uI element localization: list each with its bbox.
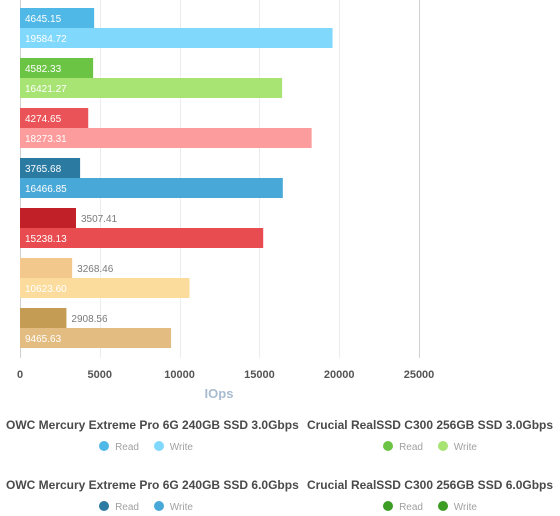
legend-item-write[interactable]: Write <box>437 501 477 513</box>
read-bar-label: 3507.41 <box>81 214 118 225</box>
read-bar-label: 2908.56 <box>71 314 108 325</box>
bars: 4645.15 19584.72 4582.33 16421.27 4274.65 182… <box>20 8 333 348</box>
legend-title: Crucial RealSSD C300 256GB SSD 3.0Gbps <box>306 418 554 432</box>
legend-group-owc-3gbps: OWC Mercury Extreme Pro 6G 240GB SSD 3.0… <box>6 418 299 453</box>
write-bar[interactable] <box>20 178 283 198</box>
write-bar[interactable] <box>20 78 283 98</box>
write-bar-label: 18273.31 <box>25 134 67 145</box>
x-tick-label: 20000 <box>324 369 355 381</box>
read-bar[interactable] <box>20 58 94 78</box>
read-bar[interactable] <box>20 8 95 28</box>
x-axis-label: IOps <box>205 386 234 400</box>
write-bar[interactable] <box>20 328 172 348</box>
legend-dot-icon <box>153 501 164 511</box>
x-tick-label: 5000 <box>88 369 112 381</box>
x-tick-label: 0 <box>17 369 23 381</box>
legend-item-write[interactable]: Write <box>153 441 193 453</box>
legend-group-crucial-6gbps: Crucial RealSSD C300 256GB SSD 6.0Gbps R… <box>290 478 560 513</box>
x-tick-label: 25000 <box>404 369 435 381</box>
legend-group-crucial-3gbps: Crucial RealSSD C300 256GB SSD 3.0Gbps R… <box>290 418 560 453</box>
read-bar[interactable] <box>20 258 73 278</box>
read-bar[interactable] <box>20 158 81 178</box>
read-bar-label: 4582.33 <box>25 64 62 75</box>
write-bar[interactable] <box>20 28 333 48</box>
legend-group-owc-6gbps: OWC Mercury Extreme Pro 6G 240GB SSD 6.0… <box>6 478 299 513</box>
write-bar[interactable] <box>20 278 190 298</box>
write-bar[interactable] <box>20 128 312 148</box>
legend-item-read[interactable]: Read <box>383 501 423 513</box>
bar-chart: 4645.15 19584.72 4582.33 16421.27 4274.65 182… <box>17 0 434 400</box>
legend-item-write[interactable]: Write <box>437 441 477 453</box>
legend-item-read[interactable]: Read <box>99 501 139 513</box>
write-bar-label: 10623.60 <box>25 284 67 295</box>
legend-dot-icon <box>437 501 448 511</box>
legend-item-read[interactable]: Read <box>99 441 139 453</box>
legend-dot-icon <box>383 441 394 451</box>
read-bar[interactable] <box>20 208 76 228</box>
write-bar-label: 16421.27 <box>25 84 67 95</box>
legend-dot-icon <box>437 441 448 451</box>
write-bar-label: 16466.85 <box>25 184 67 195</box>
x-tick-labels: 0 5000 10000 15000 20000 25000 <box>17 369 434 381</box>
read-bar[interactable] <box>20 108 89 128</box>
write-bar[interactable] <box>20 228 264 248</box>
read-bar-label: 4645.15 <box>25 14 62 25</box>
write-bar-label: 15238.13 <box>25 234 67 245</box>
legend-title: OWC Mercury Extreme Pro 6G 240GB SSD 3.0… <box>6 418 299 432</box>
legend-dot-icon <box>99 501 110 511</box>
legend-dot-icon <box>153 441 164 451</box>
read-bar-label: 4274.65 <box>25 114 62 125</box>
read-bar[interactable] <box>20 308 67 328</box>
legend-dot-icon <box>383 501 394 511</box>
legend-dot-icon <box>99 441 110 451</box>
x-tick-label: 10000 <box>164 369 195 381</box>
write-bar-label: 19584.72 <box>25 34 67 45</box>
read-bar-label: 3268.46 <box>77 264 114 275</box>
legend-item-read[interactable]: Read <box>383 441 423 453</box>
write-bar-label: 9465.63 <box>25 334 62 345</box>
legend-item-write[interactable]: Write <box>153 501 193 513</box>
read-bar-label: 3765.68 <box>25 164 62 175</box>
legend-title: OWC Mercury Extreme Pro 6G 240GB SSD 6.0… <box>6 478 299 492</box>
x-tick-label: 15000 <box>244 369 275 381</box>
legend-title: Crucial RealSSD C300 256GB SSD 6.0Gbps <box>306 478 554 492</box>
